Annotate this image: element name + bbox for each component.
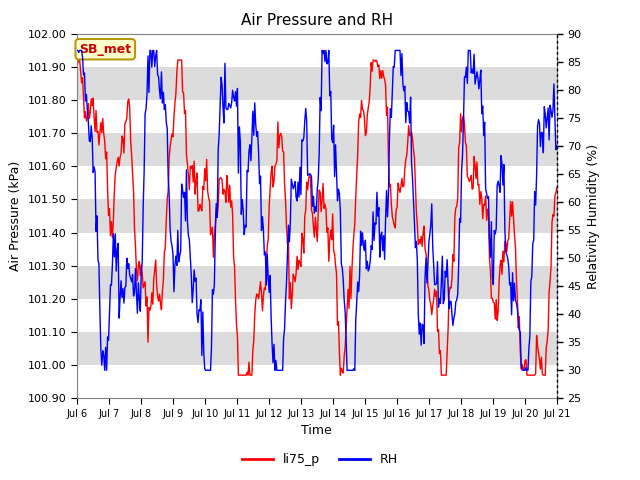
Y-axis label: Air Pressure (kPa): Air Pressure (kPa) [9, 161, 22, 271]
RH [467, 70, 475, 76]
Bar [77, 100, 557, 133]
Bar [77, 166, 557, 199]
RH [360, 243, 367, 249]
Bar [77, 365, 557, 398]
Bar [77, 133, 557, 166]
li75_p [235, 372, 243, 378]
li75_p [553, 185, 561, 191]
RH [542, 125, 550, 131]
X-axis label: Time: Time [301, 424, 332, 437]
Bar [77, 266, 557, 299]
RH [305, 171, 312, 177]
li75_p [335, 319, 342, 324]
li75_p [543, 338, 551, 344]
Line: RH: RH [77, 50, 557, 371]
Bar [77, 34, 557, 67]
Text: SB_met: SB_met [79, 43, 131, 56]
Title: Air Pressure and RH: Air Pressure and RH [241, 13, 393, 28]
Bar [77, 199, 557, 233]
RH [553, 143, 561, 148]
Bar [77, 233, 557, 266]
Bar [77, 299, 557, 332]
Line: li75_p: li75_p [77, 60, 557, 375]
RH [73, 48, 81, 53]
RH [302, 106, 310, 111]
li75_p [73, 64, 81, 70]
Bar [77, 67, 557, 100]
Bar [77, 332, 557, 365]
li75_p [468, 186, 476, 192]
li75_p [303, 180, 310, 185]
li75_p [360, 115, 368, 120]
RH [333, 198, 341, 204]
Y-axis label: Relativity Humidity (%): Relativity Humidity (%) [587, 144, 600, 288]
li75_p [75, 57, 83, 63]
li75_p [306, 172, 314, 178]
RH [101, 368, 109, 373]
Legend: li75_p, RH: li75_p, RH [237, 448, 403, 471]
